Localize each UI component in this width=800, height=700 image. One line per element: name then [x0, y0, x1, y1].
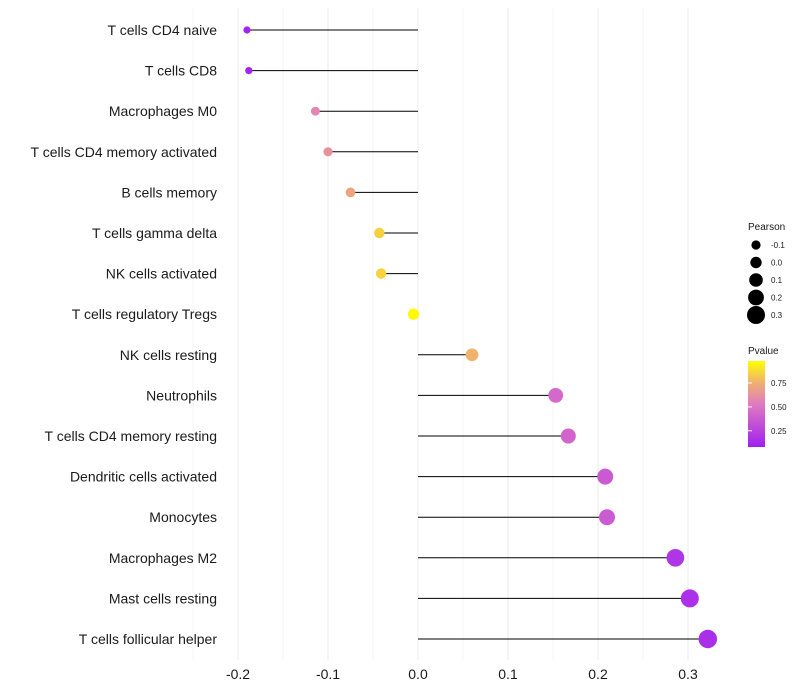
- color-legend: 0.75 0.50 0.25: [748, 379, 787, 436]
- x-tick-label: 0.0: [408, 666, 428, 682]
- lollipop-dot: [310, 106, 320, 116]
- category-label: Monocytes: [149, 509, 217, 525]
- lollipop-dot: [597, 468, 614, 485]
- category-label: B cells memory: [121, 184, 217, 200]
- lollipop-dot: [323, 147, 333, 157]
- x-tick-label: 0.3: [678, 666, 698, 682]
- category-label: NK cells activated: [106, 266, 217, 282]
- category-label: NK cells resting: [120, 347, 217, 363]
- category-label: Dendritic cells activated: [70, 469, 217, 485]
- size-legend-label: 0.2: [771, 294, 783, 303]
- legend: Pearson -0.1 0.0 0.1 0.2 0.3 Pvalue 0.75 0.50…: [747, 222, 787, 447]
- size-legend-dot: [750, 256, 762, 269]
- lollipop-dot: [548, 388, 564, 403]
- color-legend-label: 0.50: [771, 403, 787, 412]
- size-legend-dot: [751, 240, 761, 250]
- lollipop-dot: [375, 268, 387, 279]
- category-label: Macrophages M2: [109, 550, 217, 566]
- lollipop-dot: [374, 227, 385, 239]
- size-legend-dot: [747, 306, 765, 324]
- x-tick-label: -0.2: [226, 666, 250, 682]
- category-label: T cells CD4 naive: [108, 22, 218, 38]
- size-legend: -0.1 0.0 0.1 0.2 0.3: [747, 240, 785, 324]
- size-legend-label: 0.3: [771, 311, 783, 320]
- x-tick-label: 0.2: [588, 666, 608, 682]
- size-legend-title: Pearson: [748, 222, 785, 233]
- x-tick-label: 0.1: [498, 666, 518, 682]
- x-axis-ticks: -0.2 -0.1 0.0 0.1 0.2 0.3: [226, 666, 698, 682]
- color-legend-bar: [748, 361, 765, 447]
- lollipop-dot: [560, 428, 576, 444]
- category-label: T cells follicular helper: [79, 631, 218, 647]
- lollipop-dot: [465, 348, 479, 362]
- category-label: T cells gamma delta: [92, 225, 217, 241]
- stems-layer: [247, 29, 708, 640]
- color-legend-title: Pvalue: [748, 346, 779, 357]
- lollipop-dot: [407, 308, 420, 320]
- size-legend-label: 0.1: [771, 276, 783, 285]
- lollipop-dot: [243, 26, 251, 34]
- lollipop-dot: [598, 509, 616, 526]
- size-legend-label: -0.1: [771, 241, 785, 250]
- size-legend-dot: [748, 289, 764, 306]
- category-label: T cells CD8: [145, 63, 217, 79]
- grid-layer: [192, 8, 689, 660]
- category-label: Macrophages M0: [109, 103, 217, 119]
- category-label: Mast cells resting: [109, 590, 217, 606]
- dots-layer: [243, 26, 718, 649]
- lollipop-dot: [680, 589, 699, 608]
- category-label: Neutrophils: [146, 387, 217, 403]
- category-labels: T cells CD4 naive T cells CD8 Macrophages …: [31, 22, 218, 647]
- lollipop-dot: [245, 66, 253, 75]
- category-label: T cells regulatory Tregs: [72, 306, 217, 322]
- lollipop-dot: [666, 548, 685, 567]
- lollipop-dot: [698, 629, 718, 649]
- size-legend-dot: [749, 273, 763, 287]
- color-legend-label: 0.25: [771, 427, 787, 436]
- color-legend-label: 0.75: [771, 379, 787, 388]
- lollipop-dot: [345, 187, 356, 198]
- category-label: T cells CD4 memory activated: [31, 144, 217, 160]
- x-tick-label: -0.1: [316, 666, 340, 682]
- size-legend-label: 0.0: [771, 259, 783, 268]
- category-label: T cells CD4 memory resting: [45, 428, 217, 444]
